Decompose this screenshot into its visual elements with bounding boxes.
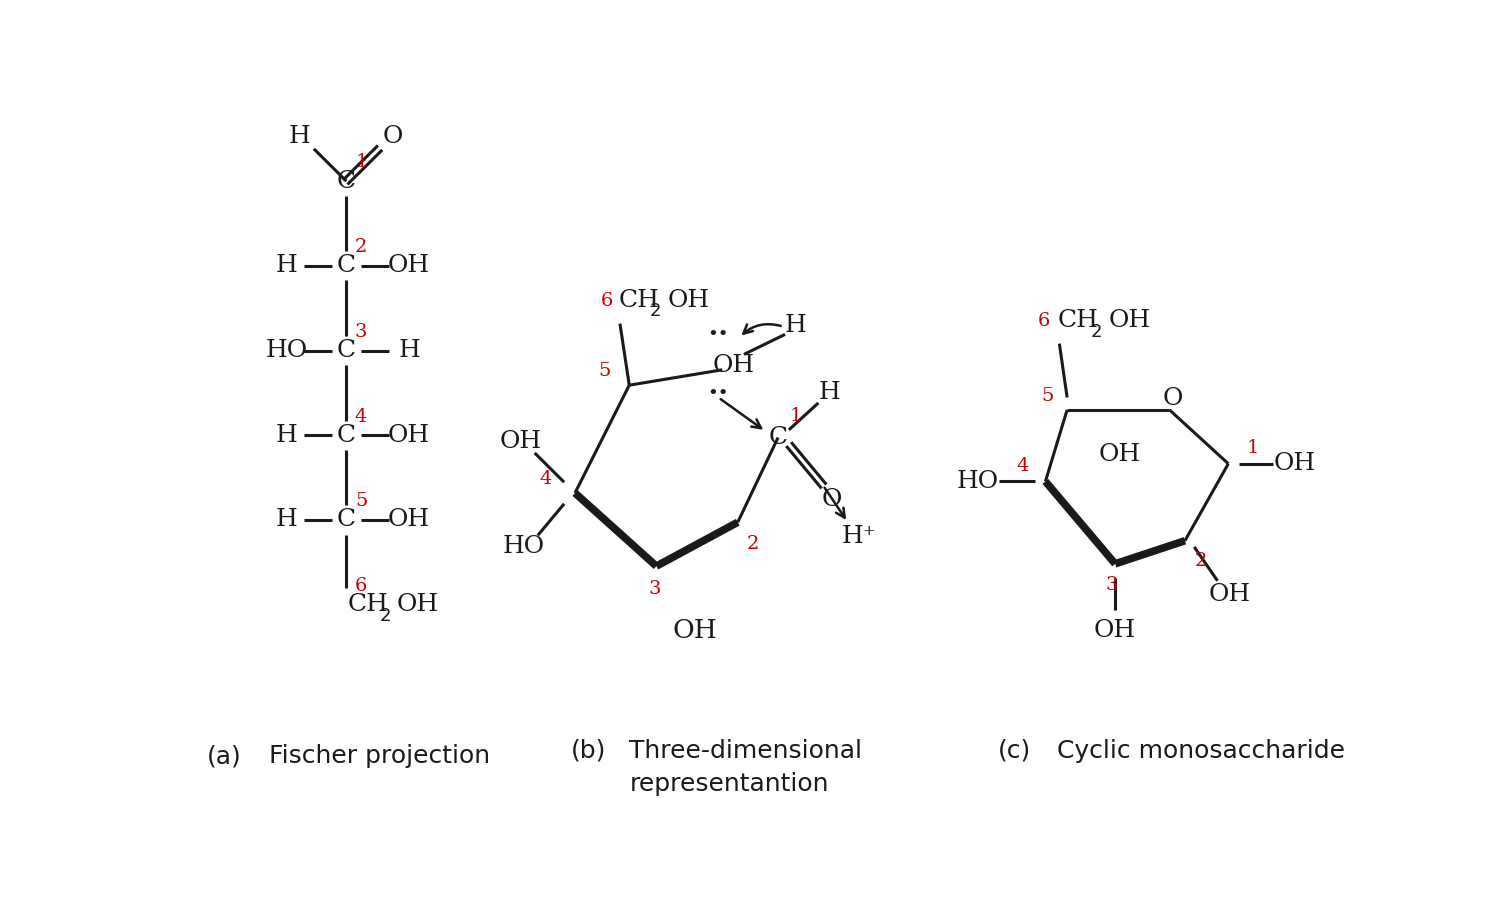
- Text: 5: 5: [598, 363, 610, 381]
- Text: C: C: [338, 508, 356, 531]
- Text: 2: 2: [356, 238, 368, 256]
- Text: 3: 3: [648, 580, 662, 598]
- Text: ••: ••: [708, 326, 729, 344]
- Text: 3: 3: [356, 323, 368, 341]
- Text: OH: OH: [1094, 618, 1136, 642]
- Text: OH: OH: [712, 355, 754, 377]
- Text: 5: 5: [356, 492, 368, 510]
- Text: C: C: [338, 255, 356, 277]
- Text: OH: OH: [1108, 309, 1150, 332]
- Text: 3: 3: [1106, 576, 1118, 594]
- Text: OH: OH: [668, 289, 710, 312]
- Text: O: O: [382, 125, 404, 148]
- Text: OH: OH: [672, 617, 717, 643]
- Text: OH: OH: [1209, 583, 1251, 606]
- Text: CH: CH: [1058, 309, 1098, 332]
- Text: HO: HO: [503, 536, 544, 558]
- Text: 5: 5: [1041, 387, 1054, 405]
- Text: OH: OH: [388, 508, 430, 531]
- Text: OH: OH: [388, 255, 430, 277]
- Text: Fischer projection: Fischer projection: [268, 744, 490, 769]
- Text: O: O: [1162, 387, 1184, 410]
- Text: C: C: [338, 339, 356, 362]
- Text: (b): (b): [572, 739, 606, 763]
- Text: OH: OH: [500, 430, 542, 453]
- Text: 2: 2: [1194, 552, 1206, 570]
- Text: 6: 6: [600, 292, 613, 310]
- Text: CH: CH: [348, 593, 388, 616]
- Text: OH: OH: [1274, 452, 1316, 475]
- Text: C: C: [768, 426, 788, 449]
- Text: 4: 4: [1016, 457, 1029, 475]
- Text: representantion: representantion: [630, 772, 828, 796]
- Text: H: H: [290, 125, 310, 148]
- Text: HO: HO: [956, 470, 999, 493]
- Text: H: H: [784, 313, 807, 337]
- Text: H: H: [276, 508, 297, 531]
- Text: H⁺: H⁺: [842, 525, 878, 547]
- Text: O: O: [822, 488, 843, 510]
- Text: H: H: [819, 382, 840, 404]
- Text: 6: 6: [356, 577, 368, 595]
- Text: 1: 1: [356, 153, 368, 171]
- Text: 1: 1: [1246, 439, 1260, 457]
- Text: C: C: [338, 169, 356, 193]
- Text: OH: OH: [388, 424, 430, 446]
- Text: 4: 4: [540, 470, 552, 488]
- Text: 6: 6: [1038, 311, 1050, 329]
- Text: OH: OH: [396, 593, 439, 616]
- Text: 1: 1: [789, 407, 802, 425]
- Text: Three-dimensional: Three-dimensional: [630, 739, 862, 763]
- Text: C: C: [338, 424, 356, 446]
- Text: OH: OH: [1100, 443, 1142, 466]
- Text: 4: 4: [356, 408, 368, 426]
- Text: Cyclic monosaccharide: Cyclic monosaccharide: [1058, 739, 1346, 763]
- Text: 2: 2: [380, 608, 392, 625]
- Text: H: H: [276, 255, 297, 277]
- Text: H: H: [399, 339, 420, 362]
- Text: (a): (a): [207, 744, 242, 769]
- Text: 2: 2: [1090, 323, 1102, 341]
- Text: ••: ••: [708, 384, 729, 402]
- Text: CH: CH: [618, 289, 660, 312]
- Text: H: H: [276, 424, 297, 446]
- Text: 2: 2: [650, 302, 662, 320]
- Text: (c): (c): [998, 739, 1030, 763]
- Text: HO: HO: [266, 339, 308, 362]
- Text: 2: 2: [747, 535, 759, 553]
